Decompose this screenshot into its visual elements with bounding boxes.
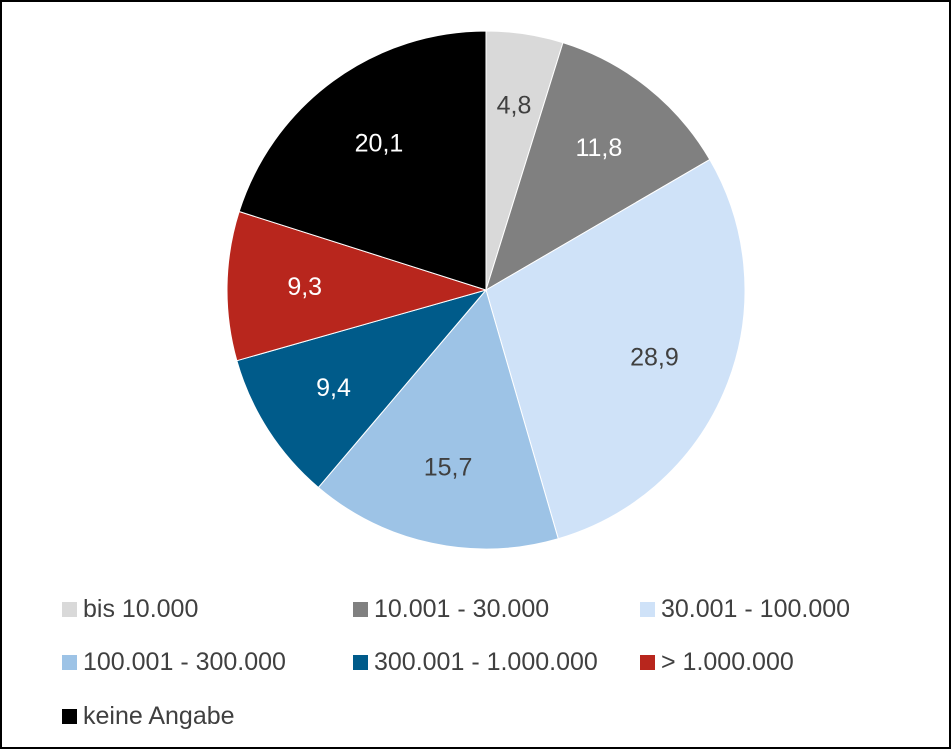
slice-value-label-3: 28,9 <box>630 343 679 371</box>
slice-value-label-5: 9,4 <box>316 374 351 402</box>
slice-value-label-1: 4,8 <box>497 92 532 120</box>
legend-item: bis 10.000 <box>62 594 198 624</box>
legend-item: 30.001 - 100.000 <box>640 594 850 624</box>
slice-value-label-4: 15,7 <box>424 453 473 481</box>
legend-label: > 1.000.000 <box>661 648 794 676</box>
pie-slice-3 <box>485 158 746 540</box>
legend-label: 100.001 - 300.000 <box>83 648 286 676</box>
pie-slice-7 <box>238 30 487 291</box>
slice-value-label-2: 11,8 <box>575 134 622 162</box>
legend-swatch <box>62 601 77 617</box>
legend-swatch <box>640 601 655 617</box>
legend-label: 300.001 - 1.000.000 <box>374 648 598 676</box>
legend-label: keine Angabe <box>83 702 235 730</box>
legend-item: keine Angabe <box>62 701 235 731</box>
legend-label: bis 10.000 <box>83 595 199 623</box>
legend-label: 30.001 - 100.000 <box>661 595 851 623</box>
legend-swatch <box>62 708 77 724</box>
legend-item: 300.001 - 1.000.000 <box>353 647 598 677</box>
pie-slice-2 <box>485 42 711 292</box>
legend-swatch <box>62 654 77 670</box>
legend-item: 100.001 - 300.000 <box>62 647 286 677</box>
legend-item: 10.001 - 30.000 <box>353 594 549 624</box>
legend-swatch <box>353 601 368 617</box>
slice-value-label-6: 9,3 <box>287 273 322 301</box>
pie-slice-4 <box>317 288 559 550</box>
legend-label: 10.001 - 30.000 <box>374 595 550 623</box>
pie-slice-5 <box>236 289 488 489</box>
slice-value-label-7: 20,1 <box>355 130 404 158</box>
legend-swatch <box>640 654 655 670</box>
legend-item: > 1.000.000 <box>640 647 794 677</box>
pie-slice-6 <box>226 210 488 362</box>
legend-swatch <box>353 654 368 670</box>
